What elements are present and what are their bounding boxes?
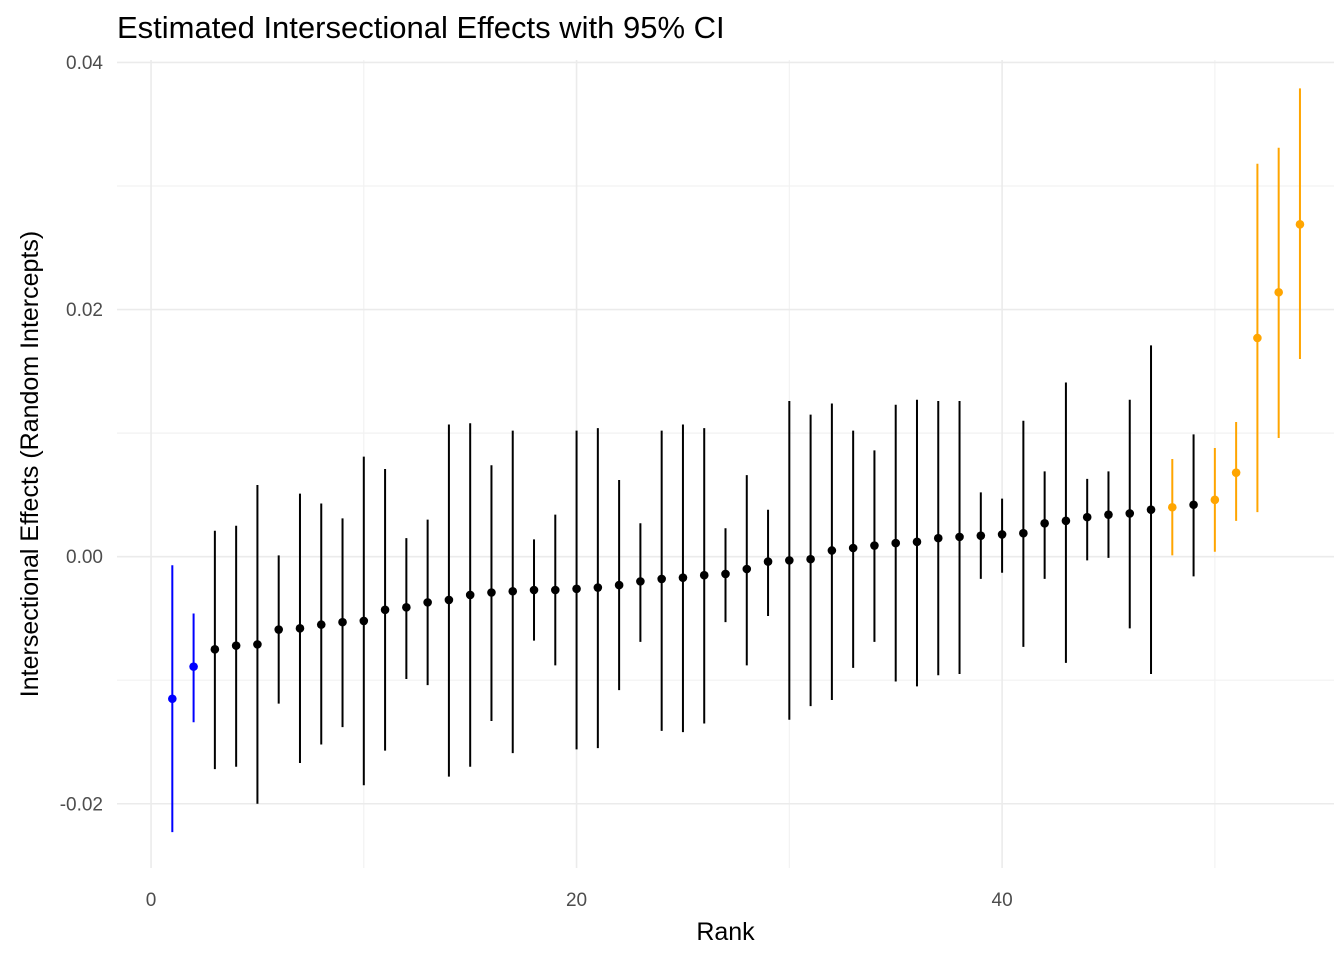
data-point <box>1189 500 1198 510</box>
x-tick-label: 40 <box>992 890 1013 911</box>
data-point <box>891 538 901 548</box>
data-point <box>997 530 1007 539</box>
y-tick-label: 0.02 <box>66 300 103 321</box>
data-point <box>295 624 305 633</box>
x-tick-label: 20 <box>566 890 587 911</box>
data-point <box>168 694 177 704</box>
data-point <box>529 585 539 595</box>
data-point <box>1061 516 1071 526</box>
data-point <box>274 625 283 634</box>
x-tick-labels: 0 20 40 <box>146 890 1013 911</box>
data-point <box>933 533 943 543</box>
data-point <box>1274 287 1283 297</box>
data-point <box>316 620 326 629</box>
y-tick-labels: -0.02 0.00 0.02 0.04 <box>60 53 104 815</box>
y-tick-label: 0.04 <box>66 53 103 74</box>
x-axis-title: Rank <box>696 918 755 946</box>
data-point <box>785 556 794 565</box>
data-point <box>976 531 986 540</box>
data-point <box>1253 333 1262 343</box>
data-point <box>721 569 730 579</box>
data-point <box>423 598 432 607</box>
data-point <box>1125 509 1135 518</box>
data-point <box>359 616 369 626</box>
data-point <box>657 574 666 584</box>
data-point <box>827 546 837 555</box>
data-point <box>1019 528 1028 538</box>
data-point <box>444 595 454 605</box>
error-bars <box>171 88 1301 833</box>
data-point <box>1082 512 1092 522</box>
data-point <box>593 583 603 592</box>
data-point <box>253 640 262 649</box>
data-point <box>465 590 475 600</box>
data-point <box>763 557 773 566</box>
data-point <box>955 532 964 542</box>
data-point <box>487 588 496 597</box>
data-point <box>1040 519 1049 528</box>
data-point <box>402 603 411 612</box>
data-point <box>806 554 815 564</box>
data-point <box>189 662 198 671</box>
y-tick-label: -0.02 <box>60 794 103 815</box>
data-point <box>699 570 709 580</box>
data-point <box>870 541 879 550</box>
data-point <box>1168 502 1177 512</box>
data-point <box>1295 220 1305 229</box>
data-points <box>168 220 1305 704</box>
data-point <box>380 605 390 615</box>
data-point <box>636 577 645 586</box>
data-point <box>614 580 624 590</box>
data-point <box>1104 510 1113 519</box>
x-tick-label: 0 <box>146 890 157 911</box>
y-axis-title: Intersectional Effects (Random Intercept… <box>16 231 44 697</box>
data-point <box>1146 505 1156 515</box>
y-tick-label: 0.00 <box>66 547 103 568</box>
data-point <box>848 543 858 553</box>
data-point <box>210 645 220 654</box>
data-point <box>572 584 581 594</box>
chart-title: Estimated Intersectional Effects with 95… <box>117 10 725 45</box>
data-point <box>1231 468 1241 477</box>
data-point <box>742 564 752 574</box>
data-point <box>912 537 922 547</box>
data-point <box>508 586 518 596</box>
data-point <box>338 617 347 627</box>
data-point <box>1210 495 1220 505</box>
data-point <box>678 573 688 582</box>
data-point <box>550 585 560 595</box>
data-point <box>231 641 241 650</box>
